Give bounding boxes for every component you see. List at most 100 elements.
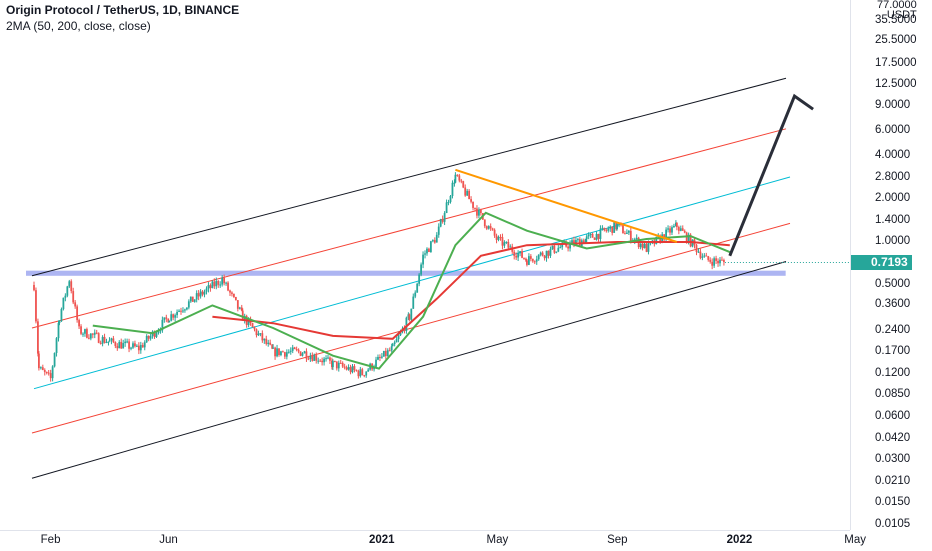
candle-body — [141, 345, 144, 348]
candle-body — [433, 240, 436, 243]
candle-body — [241, 310, 244, 321]
candle-body — [167, 318, 170, 323]
candle-body — [168, 320, 171, 323]
candle-body — [303, 351, 306, 354]
candle-body — [165, 317, 168, 319]
candle-body — [170, 314, 173, 321]
candle-body — [247, 319, 250, 326]
candle-body — [645, 243, 648, 252]
candle-body — [345, 367, 348, 370]
candle-body — [265, 338, 268, 344]
candle-body — [278, 348, 280, 355]
candle-body — [68, 281, 71, 287]
candle-body — [130, 347, 132, 349]
candle-body — [233, 293, 235, 297]
candle-body — [456, 174, 459, 176]
candle-body — [472, 201, 474, 208]
candle-body — [505, 241, 508, 243]
candle-body — [139, 345, 142, 351]
candle-body — [549, 249, 552, 256]
channel-upper-inner-line — [31, 128, 787, 329]
candle-body — [159, 330, 162, 332]
time-tick-label: May — [844, 534, 866, 546]
candle-body — [271, 344, 274, 349]
candle-body — [495, 235, 498, 240]
candle-body — [99, 342, 102, 344]
channel-lower-inner-line — [31, 222, 791, 434]
candle-body — [555, 251, 558, 253]
candle-body — [149, 335, 152, 339]
candle-body — [193, 299, 196, 302]
candle-body — [116, 345, 119, 349]
price-tick-label: 1.4000 — [875, 214, 911, 227]
candle-body — [499, 236, 502, 238]
candle-body — [276, 348, 278, 357]
candle-body — [391, 344, 394, 347]
candle-body — [547, 250, 550, 256]
candle-body — [601, 227, 604, 229]
candle-body — [483, 219, 486, 227]
candle-body — [435, 234, 438, 243]
candle-body — [543, 255, 546, 259]
candle-body — [180, 310, 182, 312]
candle-body — [528, 256, 530, 265]
candle-body — [301, 353, 304, 356]
ma200-line — [212, 241, 730, 340]
candle-body — [531, 258, 534, 262]
candle-body — [537, 254, 540, 260]
candle-body — [497, 236, 500, 240]
candle-body — [703, 255, 706, 257]
candle-body — [626, 232, 628, 234]
candle-body — [282, 351, 284, 353]
time-axis[interactable]: Feb Jun 2021 May Sep 2022 May — [0, 530, 866, 551]
candle-body — [616, 224, 618, 230]
candle-body — [101, 336, 104, 344]
candle-body — [219, 284, 222, 286]
candle-body — [331, 360, 333, 368]
candle-body — [393, 342, 396, 345]
candle-body — [571, 240, 573, 243]
candle-body — [215, 280, 218, 287]
candle-body — [70, 281, 73, 292]
candle-body — [410, 308, 413, 320]
candle-body — [211, 281, 214, 289]
candle-body — [205, 288, 208, 292]
candle-body — [416, 283, 419, 293]
candle-body — [227, 282, 229, 291]
candle-body — [41, 367, 44, 370]
time-tick-label: Jun — [159, 534, 178, 546]
candle-body — [382, 350, 385, 357]
candle-body — [575, 240, 577, 245]
candle-body — [272, 347, 275, 349]
price-tick-label: 0.0850 — [875, 387, 911, 400]
candle-body — [431, 240, 434, 242]
candle-body — [519, 251, 521, 254]
candle-body — [420, 264, 422, 275]
candle-body — [87, 337, 90, 339]
candle-body — [577, 239, 579, 241]
candle-body — [390, 346, 393, 351]
candle-body — [521, 251, 523, 258]
candle-body — [84, 329, 86, 334]
candle-body — [381, 356, 383, 358]
candle-body — [62, 297, 65, 310]
candle-body — [424, 253, 426, 255]
price-tick-label: 4.0000 — [875, 149, 911, 161]
candle-body — [535, 259, 538, 262]
candle-body — [253, 327, 256, 330]
candle-body — [545, 250, 548, 259]
candle-body — [595, 233, 598, 240]
candle-body — [367, 369, 370, 372]
candle-body — [238, 307, 241, 309]
price-tick-label: 0.0105 — [875, 517, 911, 530]
candle-body — [126, 341, 128, 343]
candle-body — [639, 243, 642, 248]
candle-body — [523, 257, 525, 259]
candle-body — [47, 372, 50, 374]
time-tick-label: Sep — [607, 534, 628, 546]
candle-body — [399, 331, 402, 336]
candle-body — [78, 320, 80, 327]
price-tick-label: 2.0000 — [875, 192, 911, 204]
